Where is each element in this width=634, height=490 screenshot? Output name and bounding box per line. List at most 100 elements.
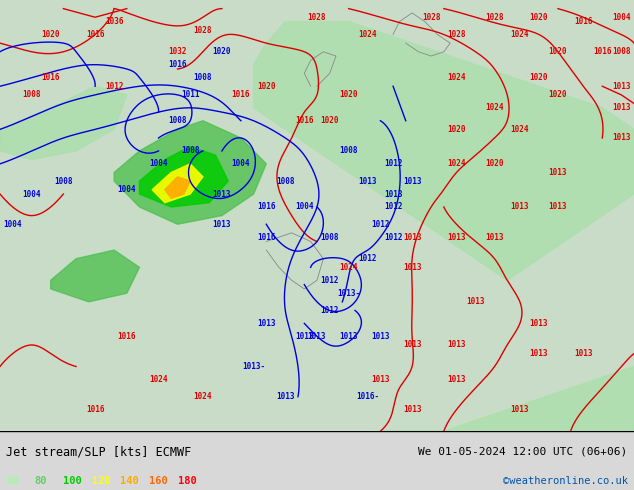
Text: 1024: 1024 [358,30,377,39]
Text: 1032: 1032 [168,47,187,56]
Polygon shape [165,177,190,198]
Text: 1013: 1013 [212,190,231,198]
Text: 1020: 1020 [529,73,548,82]
Text: 1013: 1013 [276,392,295,401]
Polygon shape [254,22,634,280]
Text: 1013: 1013 [574,349,593,358]
Text: 1004: 1004 [3,220,22,229]
Text: 1013: 1013 [339,332,358,341]
Text: 1020: 1020 [548,90,567,99]
Text: 1013: 1013 [447,233,466,242]
Polygon shape [51,250,139,302]
Text: 1013: 1013 [485,233,504,242]
Text: 80: 80 [35,476,48,486]
Text: 1028: 1028 [422,13,441,22]
Text: 1016: 1016 [117,332,136,341]
Text: 1036: 1036 [105,17,124,26]
Text: 1008: 1008 [193,73,212,82]
Text: 1012: 1012 [384,233,403,242]
Text: 1013: 1013 [548,202,567,212]
Text: 1013: 1013 [371,375,390,384]
Text: 1024: 1024 [447,159,466,169]
Text: 1024: 1024 [447,73,466,82]
Text: 1028: 1028 [447,30,466,39]
Text: 1004: 1004 [117,185,136,194]
Text: 1013-: 1013- [242,362,265,371]
Text: 1024: 1024 [149,375,168,384]
Text: 1013: 1013 [403,233,422,242]
Text: 1013: 1013 [612,82,631,91]
Text: 1024: 1024 [193,392,212,401]
Text: 1028: 1028 [307,13,327,22]
Text: 1008: 1008 [22,90,41,99]
Text: ©weatheronline.co.uk: ©weatheronline.co.uk [503,476,628,486]
Text: 1013: 1013 [212,220,231,229]
Text: We 01-05-2024 12:00 UTC (06+06): We 01-05-2024 12:00 UTC (06+06) [418,447,628,457]
Text: 1008: 1008 [339,147,358,155]
Text: 1013: 1013 [612,103,631,112]
Text: 1013: 1013 [529,349,548,358]
Text: 1013-: 1013- [337,289,360,298]
Text: 1013: 1013 [358,176,377,186]
Text: 180: 180 [178,476,197,486]
Polygon shape [139,147,228,207]
Text: 1013: 1013 [403,176,422,186]
Polygon shape [114,121,266,224]
Text: 1013: 1013 [384,190,403,198]
Text: 1012: 1012 [320,276,339,285]
Text: 1016: 1016 [257,233,276,242]
Text: 1013: 1013 [529,319,548,328]
Text: 1013: 1013 [548,168,567,177]
Text: 1013: 1013 [447,375,466,384]
Text: 1020: 1020 [41,30,60,39]
Text: 1013: 1013 [510,202,529,212]
Text: 1016: 1016 [257,202,276,212]
Text: 1012: 1012 [384,202,403,212]
Text: 1013: 1013 [403,341,422,349]
Text: 1016: 1016 [168,60,187,69]
Text: 1013: 1013 [403,405,422,414]
Text: 1013: 1013 [612,133,631,143]
Text: 1016: 1016 [41,73,60,82]
Text: 1016-: 1016- [356,392,379,401]
Text: Jet stream/SLP [kts] ECMWF: Jet stream/SLP [kts] ECMWF [6,445,191,458]
Text: 1013: 1013 [257,319,276,328]
Text: 1013: 1013 [447,341,466,349]
Text: 1004: 1004 [22,190,41,198]
Text: 1004: 1004 [149,159,168,169]
Text: 1012: 1012 [371,220,390,229]
Text: 1020: 1020 [339,90,358,99]
Text: 1016: 1016 [574,17,593,26]
Polygon shape [152,164,203,203]
Text: 1016: 1016 [86,30,105,39]
Text: 1013: 1013 [510,405,529,414]
Text: 1008: 1008 [54,176,73,186]
Text: 1013: 1013 [307,332,327,341]
Polygon shape [380,367,634,431]
Text: 1020: 1020 [320,116,339,125]
Text: 1020: 1020 [548,47,567,56]
Text: 1016: 1016 [295,116,314,125]
Text: 1008: 1008 [181,147,200,155]
Text: 60: 60 [6,476,19,486]
Text: 1008: 1008 [276,176,295,186]
Text: 1008: 1008 [168,116,187,125]
Text: 1024: 1024 [510,125,529,134]
Text: 1013: 1013 [466,297,485,306]
Text: 1012: 1012 [384,159,403,169]
Text: 1013: 1013 [403,263,422,272]
Text: 1020: 1020 [447,125,466,134]
Text: 1008: 1008 [320,233,339,242]
Text: 1024: 1024 [339,263,358,272]
Text: 1012: 1012 [358,254,377,263]
Text: 1020: 1020 [485,159,504,169]
Text: 1013: 1013 [295,332,314,341]
Text: 1008: 1008 [612,47,631,56]
Text: 1004: 1004 [231,159,250,169]
Text: 1013: 1013 [371,332,390,341]
Text: 1016: 1016 [86,405,105,414]
Text: 1020: 1020 [257,82,276,91]
Text: 1028: 1028 [193,25,212,35]
Text: 1016: 1016 [231,90,250,99]
Text: 1028: 1028 [485,13,504,22]
